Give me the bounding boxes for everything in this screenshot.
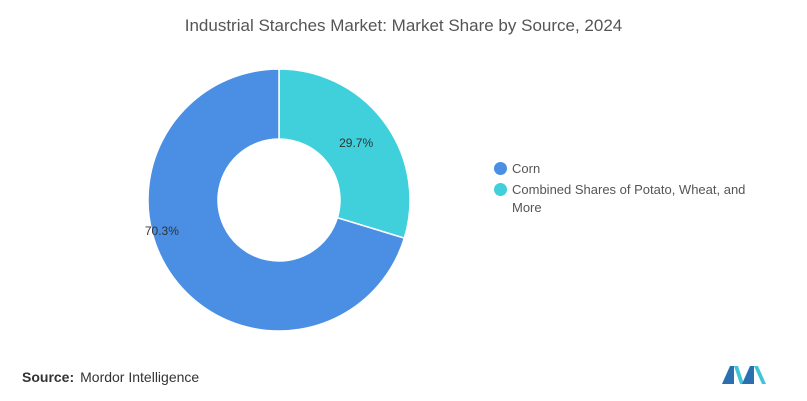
data-label-others: 29.7%: [339, 136, 373, 150]
source-text: Mordor Intelligence: [80, 369, 200, 385]
mordor-logo-icon: [722, 366, 766, 384]
legend-swatch-others: [494, 183, 507, 196]
legend-label-others: Combined Shares of Potato, Wheat, and Mo…: [512, 182, 746, 215]
legend-item-corn: Corn: [494, 160, 774, 178]
slice-others: [278, 68, 411, 240]
slice-corn: [147, 68, 406, 332]
legend-label-corn: Corn: [512, 161, 541, 176]
chart-title: Industrial Starches Market: Market Share…: [184, 16, 623, 35]
source-note: Source: Mordor Intelligence: [22, 369, 199, 385]
source-label: Source:: [22, 369, 75, 385]
legend: Corn Combined Shares of Potato, Wheat, a…: [494, 160, 774, 220]
legend-item-others: Combined Shares of Potato, Wheat, and Mo…: [494, 181, 774, 217]
data-label-corn: 70.3%: [145, 224, 179, 238]
legend-swatch-corn: [494, 162, 507, 175]
